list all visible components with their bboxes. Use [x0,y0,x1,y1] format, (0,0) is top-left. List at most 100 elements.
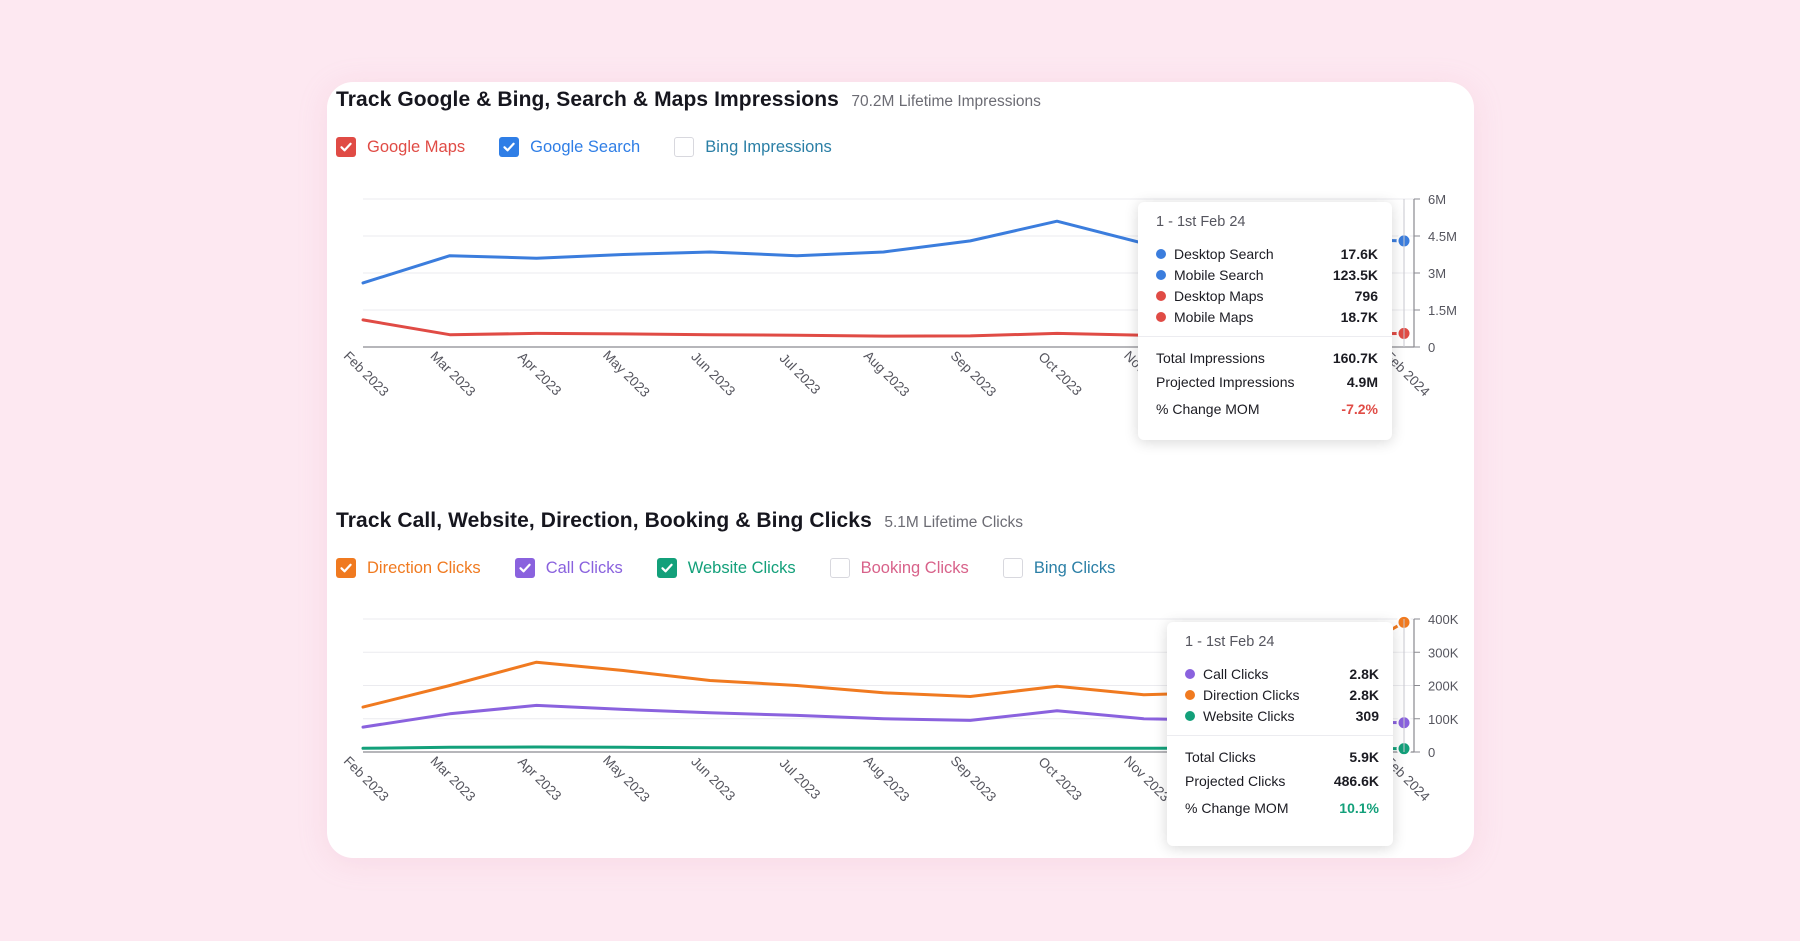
legend-label: Booking Clicks [860,558,969,577]
series-dot-icon [1185,689,1195,700]
google-maps-checkbox[interactable] [336,137,356,157]
legend-label: Direction Clicks [367,558,481,577]
tooltip-total-label: % Change MOM [1156,401,1260,417]
tooltip-total-label: Projected Impressions [1156,374,1295,390]
impressions-title-row: Track Google & Bing, Search & Maps Impre… [336,88,1041,112]
impressions-title: Track Google & Bing, Search & Maps Impre… [336,88,839,111]
clicks-x-tick-label: Sep 2023 [948,753,999,804]
clicks-title-row: Track Call, Website, Direction, Booking … [336,509,1023,533]
tooltip-total-value: 160.7K [1332,350,1378,366]
tooltip-series-value: 796 [1354,287,1378,304]
clicks-tooltip: 1 - 1st Feb 24 Call Clicks 2.8K Direction C… [1167,622,1393,846]
impressions-x-tick-label: Jun 2023 [688,349,738,399]
series-dot-icon [1185,710,1195,721]
series-dot-icon [1185,668,1195,679]
tooltip-total-label: Total Impressions [1156,350,1265,366]
tooltip-total-value: 4.9M [1346,374,1378,390]
legend-label: Bing Impressions [705,137,832,156]
tooltip-row-direction-clicks: Direction Clicks 2.8K [1185,684,1379,705]
impressions-x-tick-label: Sep 2023 [948,348,999,399]
bing-impressions-checkbox[interactable] [674,137,695,157]
tooltip-series-value: 2.8K [1349,686,1379,703]
tooltip-total-total-clicks: Total Clicks 5.9K [1185,745,1379,769]
legend-item-google-search[interactable]: Google Search [499,137,640,157]
clicks-x-tick-label: Feb 2023 [341,753,392,804]
clicks-lifetime-total: 5.1M Lifetime Clicks [884,514,1024,531]
tooltip-row-mobile-search: Mobile Search 123.5K [1156,264,1378,285]
legend-item-direction-clicks[interactable]: Direction Clicks [336,558,481,578]
clicks-x-tick-label: Oct 2023 [1036,754,1085,803]
tooltip-divider [1167,735,1393,736]
tooltip-total-value: 486.6K [1333,773,1379,789]
tooltip-total-label: Total Clicks [1185,749,1256,765]
legend-item-website-clicks[interactable]: Website Clicks [656,558,796,578]
legend-label: Website Clicks [687,558,796,577]
legend-label: Google Search [530,137,641,156]
booking-clicks-checkbox[interactable] [829,558,850,578]
tooltip-row-mobile-maps: Mobile Maps 18.7K [1156,306,1378,327]
clicks-legend: Direction Clicks Call Clicks Website Click… [336,558,1149,578]
series-dot-icon [1156,290,1166,301]
tooltip-series-name: Mobile Maps [1174,308,1254,325]
impressions-x-tick-label: Aug 2023 [861,348,912,399]
call-clicks-checkbox[interactable] [514,558,535,578]
tooltip-row-call-clicks: Call Clicks 2.8K [1185,663,1379,684]
impressions-tooltip: 1 - 1st Feb 24 Desktop Search 17.6K Mobile … [1138,202,1392,440]
legend-item-booking-clicks[interactable]: Booking Clicks [829,558,969,578]
checkmark-icon [340,563,352,573]
tooltip-row-website-clicks: Website Clicks 309 [1185,705,1379,726]
tooltip-date: 1 - 1st Feb 24 [1156,214,1246,230]
impressions-y-tick-label: 6M [1428,192,1446,207]
impressions-section: Track Google & Bing, Search & Maps Impre… [327,82,1474,482]
clicks-x-tick-label: Mar 2023 [427,753,478,804]
legend-item-bing-clicks[interactable]: Bing Clicks [1002,558,1116,578]
series-dot-icon [1156,248,1166,259]
impressions-y-tick-label: 0 [1428,340,1435,355]
clicks-title: Track Call, Website, Direction, Booking … [336,509,872,532]
tooltip-total-value: 5.9K [1349,749,1379,765]
impressions-x-tick-label: Feb 2023 [341,348,392,399]
impressions-y-tick-label: 3M [1428,266,1446,281]
legend-item-google-maps[interactable]: Google Maps [336,137,465,157]
legend-label: Bing Clicks [1033,558,1116,577]
clicks-x-tick-label: Apr 2023 [515,754,564,803]
tooltip-total-label: % Change MOM [1185,800,1289,816]
clicks-x-tick-label: Jun 2023 [688,754,738,804]
clicks-y-tick-label: 400K [1428,612,1459,627]
google-search-checkbox[interactable] [499,137,520,157]
tooltip-series-value: 309 [1355,707,1379,724]
analytics-card: Track Google & Bing, Search & Maps Impre… [327,82,1474,858]
impressions-lifetime-total: 70.2M Lifetime Impressions [851,93,1041,110]
series-dot-icon [1156,269,1166,280]
tooltip-series-name: Call Clicks [1203,665,1269,682]
impressions-x-tick-label: Apr 2023 [515,349,564,398]
tooltip-total-value: -7.2% [1341,401,1378,417]
tooltip-divider [1138,336,1392,337]
clicks-x-tick-label: May 2023 [600,753,653,806]
clicks-x-tick-label: Aug 2023 [861,753,912,804]
impressions-legend: Google Maps Google Search Bing Impressions [336,137,866,157]
clicks-y-tick-label: 0 [1428,745,1435,760]
series-dot-icon [1156,311,1166,322]
tooltip-total-total-impressions: Total Impressions 160.7K [1156,346,1378,370]
tooltip-total-label: Projected Clicks [1185,773,1286,789]
tooltip-series-name: Desktop Search [1174,245,1274,262]
legend-item-bing-impressions[interactable]: Bing Impressions [674,137,832,157]
tooltip-series-name: Mobile Search [1174,266,1264,283]
website-clicks-checkbox[interactable] [656,558,677,578]
tooltip-series-name: Website Clicks [1203,707,1295,724]
tooltip-series-value: 18.7K [1340,308,1378,325]
tooltip-series-value: 2.8K [1349,665,1379,682]
checkmark-icon [519,563,531,573]
tooltip-total-value: 10.1% [1339,800,1379,816]
tooltip-total-projected-clicks: Projected Clicks 486.6K [1185,769,1379,793]
clicks-x-tick-label: Nov 2023 [1121,753,1172,804]
direction-clicks-checkbox[interactable] [336,558,356,578]
tooltip-total-change-mom: % Change MOM 10.1% [1185,796,1379,820]
bing-clicks-checkbox[interactable] [1002,558,1023,578]
checkmark-icon [340,142,352,152]
clicks-section: Track Call, Website, Direction, Booking … [327,503,1474,858]
tooltip-total-change-mom: % Change MOM -7.2% [1156,397,1378,421]
legend-item-call-clicks[interactable]: Call Clicks [514,558,623,578]
checkmark-icon [503,142,515,152]
